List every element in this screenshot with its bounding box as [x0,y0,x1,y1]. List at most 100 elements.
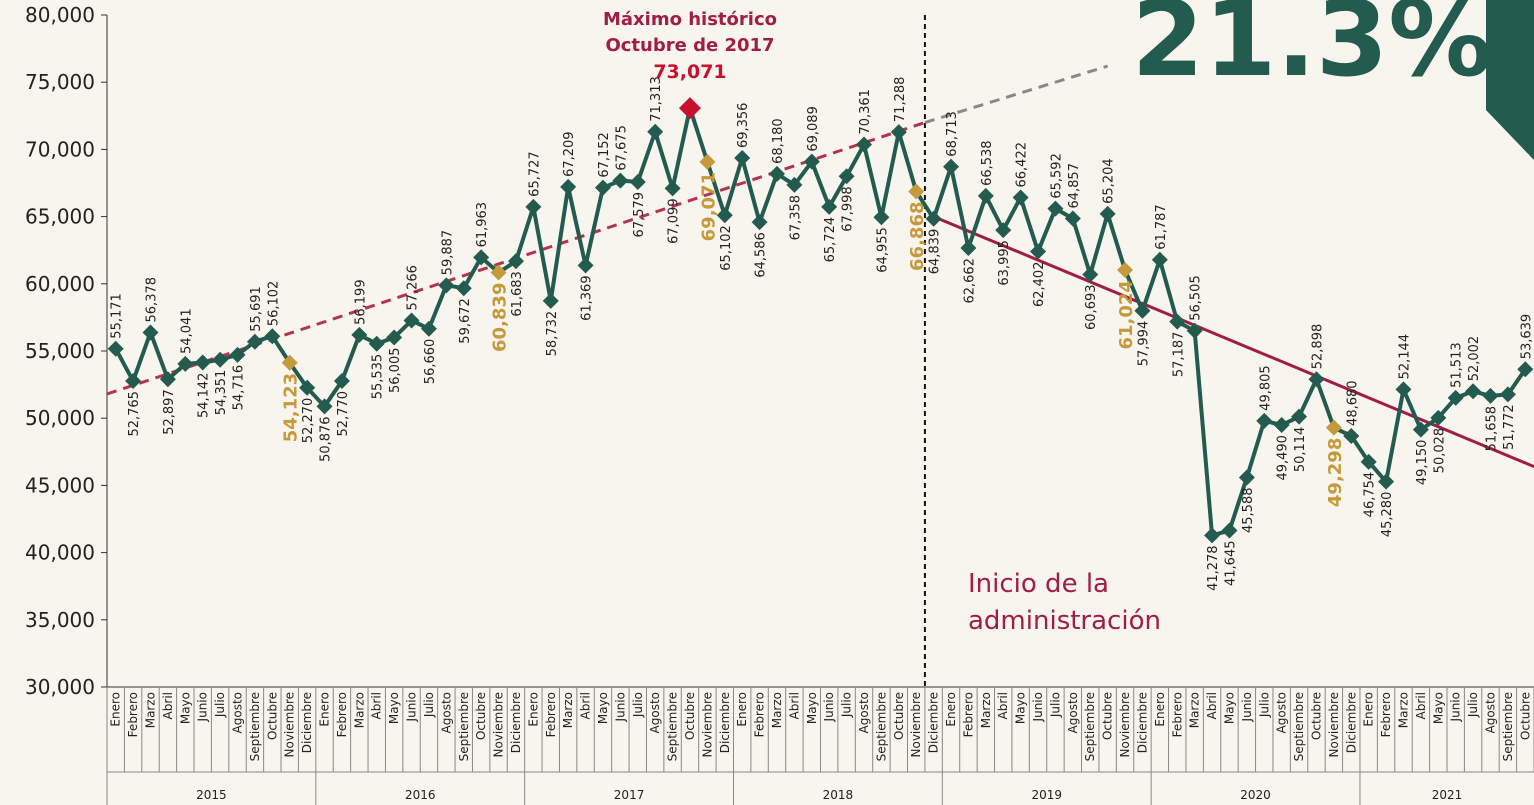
x-tick-label: Junio [1240,692,1254,722]
y-tick-label: 80,000 [25,3,95,27]
x-tick-label: Abril [787,692,801,719]
value-label: 52,765 [127,391,142,437]
value-label: 60,839 [490,283,511,352]
x-tick-label: Abril [370,692,384,719]
x-tick-label: Mayo [387,692,401,724]
y-tick-label: 30,000 [25,675,95,699]
x-tick-label: Julio [213,692,227,718]
marker [594,179,611,196]
value-label: 57,994 [1136,321,1151,367]
x-tick-label: Abril [161,692,175,719]
marker [1499,386,1516,403]
x-tick-label: Mayo [1431,692,1445,724]
y-tick-label: 35,000 [25,608,95,632]
value-label: 62,662 [962,258,977,304]
value-label: 52,898 [1310,324,1325,370]
marker [1169,313,1186,330]
marker [403,312,420,329]
value-label: 59,887 [440,230,455,276]
x-tick-label: Julio [422,692,436,718]
marker [925,210,942,227]
y-tick-label: 55,000 [25,339,95,363]
x-tick-label: Agosto [648,692,662,733]
trend-line [924,64,1109,124]
marker [803,153,820,170]
value-label: 41,278 [1206,545,1221,591]
value-label: 45,588 [1241,487,1256,533]
x-tick-label: Febrero [753,692,767,737]
value-label: 61,963 [475,202,490,248]
note: Inicio de la [968,569,1109,599]
marker [734,150,751,167]
marker [1465,383,1482,400]
marker [1482,387,1499,404]
x-tick-label: Junio [1031,692,1045,722]
marker [194,354,211,371]
marker [281,354,298,371]
marker [1047,200,1064,217]
x-tick-label: Diciembre [927,692,941,753]
marker [177,355,194,372]
value-label: 61,787 [1154,204,1169,250]
value-label: 53,639 [1519,314,1534,360]
x-tick-label: Septiembre [1083,692,1097,761]
x-tick-label: Febrero [1379,692,1393,737]
marker [1082,266,1099,283]
value-label: 68,180 [771,118,786,164]
x-tick-label: Octubre [265,692,279,740]
marker [212,351,229,368]
marker [125,373,142,390]
value-label: 52,897 [162,389,177,435]
marker [577,257,594,274]
x-tick-label: Noviembre [492,692,506,758]
marker [1221,522,1238,539]
x-tick-label: Abril [996,692,1010,719]
value-label: 50,114 [1293,427,1308,473]
max-annotation: Máximo histórico [603,9,777,30]
value-label: 56,660 [423,339,438,385]
marker [1238,469,1255,486]
value-label: 65,727 [527,151,542,197]
marker [1291,408,1308,425]
x-tick-label: Octubre [474,692,488,740]
marker [768,165,785,182]
value-label: 66,868 [907,201,928,270]
marker [420,320,437,337]
y-tick-label: 45,000 [25,473,95,497]
down-arrow [1486,0,1534,160]
x-tick-label: Marzo [352,692,366,728]
x-tick-label: Junio [613,692,627,722]
x-tick-label: Agosto [1275,692,1289,733]
x-tick-label: Octubre [683,692,697,740]
value-label: 54,716 [232,365,247,411]
marker [821,198,838,215]
marker [612,172,629,189]
x-tick-label: Julio [1466,692,1480,718]
x-tick-label: Noviembre [909,692,923,758]
marker [1186,322,1203,339]
value-label: 67,998 [841,186,856,232]
max-annotation: Octubre de 2017 [605,35,774,56]
value-label: 55,691 [249,286,264,332]
x-tick-label: Mayo [178,692,192,724]
marker [647,123,664,140]
value-label: 65,102 [719,225,734,271]
value-label: 56,378 [145,277,160,323]
x-tick-label: Septiembre [666,692,680,761]
value-label: 67,358 [788,195,803,241]
marker [943,158,960,175]
x-tick-label: Marzo [979,692,993,728]
x-tick-label: Diciembre [300,692,314,753]
value-label: 51,513 [1450,342,1465,388]
marker [977,187,994,204]
headline: 21.3% [1132,0,1493,100]
x-tick-label: Noviembre [1327,692,1341,758]
value-label: 52,144 [1397,334,1412,380]
value-label: 56,005 [388,347,403,393]
x-tick-label: Julio [631,692,645,718]
x-tick-label: Agosto [857,692,871,733]
value-label: 54,351 [214,370,229,416]
x-tick-label: Noviembre [1118,692,1132,758]
x-tick-label: Enero [944,692,958,727]
value-label: 49,150 [1415,440,1430,486]
